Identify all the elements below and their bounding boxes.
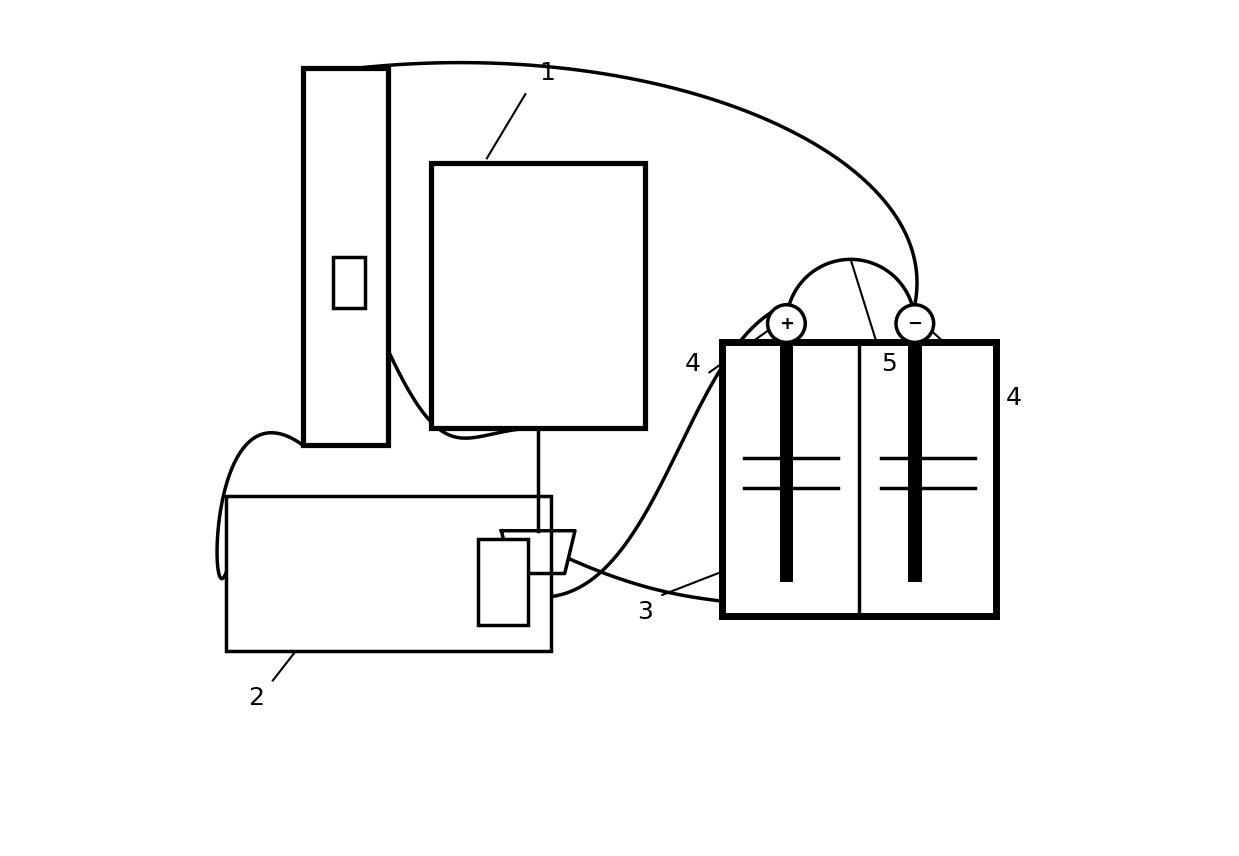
Text: 4: 4	[684, 352, 700, 376]
Bar	[779, 342, 793, 582]
Bar	[333, 257, 366, 308]
Bar	[478, 539, 528, 625]
Text: +: +	[779, 314, 794, 333]
Text: 4: 4	[1005, 386, 1021, 410]
Text: 1: 1	[539, 61, 555, 85]
Bar	[431, 163, 646, 428]
Text: 3: 3	[637, 600, 653, 624]
Circle shape	[768, 305, 805, 342]
Polygon shape	[502, 531, 575, 574]
Bar	[722, 342, 996, 616]
Circle shape	[896, 305, 934, 342]
Bar	[302, 68, 388, 445]
Bar	[908, 342, 922, 582]
Text: −: −	[907, 314, 922, 333]
Text: 2: 2	[248, 686, 264, 710]
Text: 5: 5	[881, 352, 897, 376]
Bar	[225, 496, 551, 651]
